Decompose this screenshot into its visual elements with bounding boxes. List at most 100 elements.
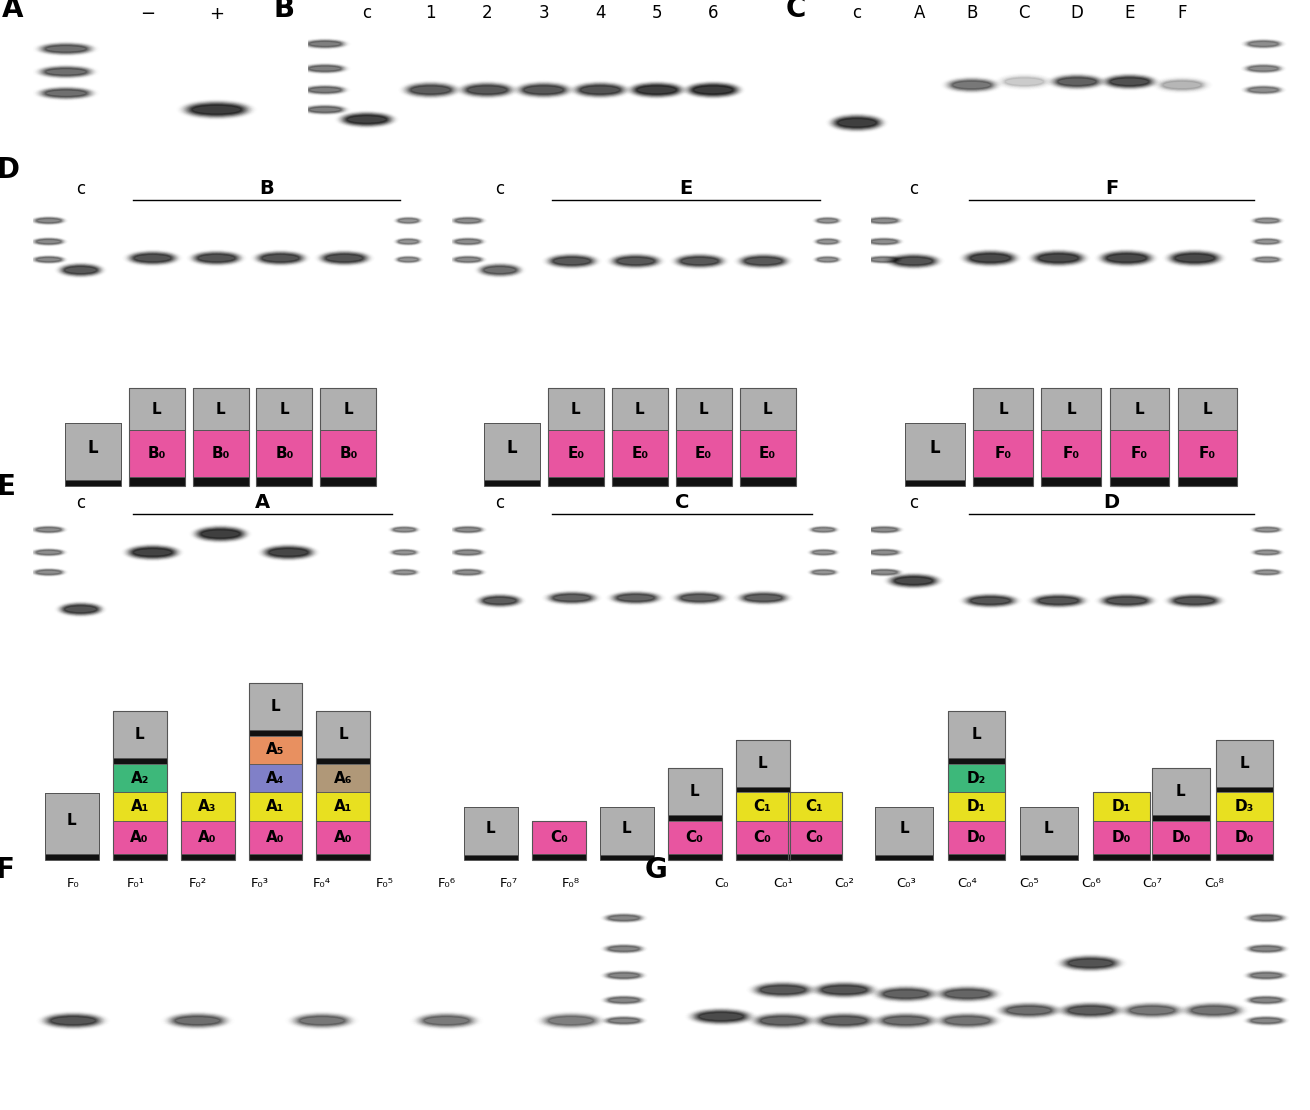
Bar <box>193 388 249 486</box>
Ellipse shape <box>1065 958 1116 968</box>
Ellipse shape <box>696 1011 747 1022</box>
Text: L: L <box>972 727 981 743</box>
Ellipse shape <box>685 82 740 98</box>
Ellipse shape <box>189 104 245 115</box>
Ellipse shape <box>617 258 655 265</box>
Ellipse shape <box>453 239 482 244</box>
Ellipse shape <box>266 547 310 557</box>
Ellipse shape <box>757 985 808 996</box>
Text: F: F <box>1106 179 1119 198</box>
Bar <box>787 855 841 860</box>
Bar <box>668 821 722 855</box>
Text: B: B <box>274 0 295 22</box>
Bar <box>181 793 234 860</box>
Ellipse shape <box>951 80 993 90</box>
Ellipse shape <box>574 83 626 97</box>
Ellipse shape <box>194 253 238 263</box>
Ellipse shape <box>293 1015 350 1027</box>
Ellipse shape <box>891 575 937 586</box>
Bar <box>1153 768 1209 860</box>
Text: L: L <box>1176 784 1186 799</box>
Ellipse shape <box>870 239 899 244</box>
Ellipse shape <box>35 256 63 262</box>
Ellipse shape <box>614 256 656 266</box>
Text: C₀: C₀ <box>753 830 772 845</box>
Text: L: L <box>762 402 773 416</box>
Text: B₀: B₀ <box>339 446 358 462</box>
Ellipse shape <box>63 605 98 614</box>
Bar <box>113 793 166 821</box>
Ellipse shape <box>883 989 929 998</box>
Ellipse shape <box>617 595 654 602</box>
Ellipse shape <box>397 258 419 262</box>
Ellipse shape <box>47 1016 100 1026</box>
Ellipse shape <box>483 597 516 604</box>
Ellipse shape <box>42 44 90 53</box>
Text: L: L <box>279 402 290 416</box>
Text: C₀³: C₀³ <box>896 877 916 890</box>
Ellipse shape <box>35 569 63 575</box>
Text: D₁: D₁ <box>967 799 986 814</box>
Ellipse shape <box>870 256 899 262</box>
Ellipse shape <box>1186 1005 1242 1017</box>
Text: B₀: B₀ <box>148 446 166 462</box>
Ellipse shape <box>46 69 86 75</box>
Ellipse shape <box>613 255 659 266</box>
Bar <box>676 431 731 477</box>
Ellipse shape <box>1255 219 1279 223</box>
Ellipse shape <box>1255 571 1279 574</box>
Ellipse shape <box>889 255 938 268</box>
Ellipse shape <box>1128 1006 1176 1016</box>
Text: G: G <box>645 857 667 885</box>
Ellipse shape <box>1104 75 1154 88</box>
Ellipse shape <box>455 527 482 532</box>
Text: F₀³: F₀³ <box>252 877 269 890</box>
Text: +: + <box>210 6 224 23</box>
Text: c: c <box>76 180 85 198</box>
Ellipse shape <box>296 1016 348 1026</box>
Bar <box>257 477 313 486</box>
Ellipse shape <box>127 546 178 558</box>
Bar <box>668 815 722 821</box>
Ellipse shape <box>1106 597 1148 605</box>
Ellipse shape <box>744 258 783 265</box>
Ellipse shape <box>42 44 89 53</box>
Ellipse shape <box>128 252 177 264</box>
Ellipse shape <box>309 41 341 47</box>
Ellipse shape <box>1125 1005 1179 1016</box>
Bar <box>612 388 668 486</box>
Text: A₃: A₃ <box>198 799 216 814</box>
Ellipse shape <box>309 88 341 92</box>
Ellipse shape <box>608 916 639 920</box>
Ellipse shape <box>617 594 655 602</box>
Ellipse shape <box>1038 253 1079 263</box>
Ellipse shape <box>812 551 834 554</box>
Ellipse shape <box>393 569 417 575</box>
Ellipse shape <box>964 251 1017 265</box>
Bar <box>464 855 517 860</box>
Ellipse shape <box>1055 77 1099 87</box>
Ellipse shape <box>817 240 837 243</box>
Ellipse shape <box>688 83 739 97</box>
Ellipse shape <box>341 113 393 125</box>
Ellipse shape <box>1170 595 1220 606</box>
Ellipse shape <box>455 569 481 575</box>
Ellipse shape <box>308 41 342 47</box>
Ellipse shape <box>879 988 933 1000</box>
Ellipse shape <box>817 1015 871 1027</box>
Ellipse shape <box>941 1015 994 1027</box>
Ellipse shape <box>307 107 343 113</box>
Ellipse shape <box>637 85 677 94</box>
Ellipse shape <box>1035 252 1082 264</box>
Ellipse shape <box>680 256 720 265</box>
Bar <box>249 855 303 860</box>
Bar <box>905 423 964 486</box>
Ellipse shape <box>1104 75 1155 89</box>
Ellipse shape <box>740 255 787 268</box>
Bar <box>64 423 121 486</box>
Text: C: C <box>1019 3 1030 21</box>
Ellipse shape <box>1250 972 1282 978</box>
Text: E: E <box>1124 3 1134 21</box>
Ellipse shape <box>482 597 517 605</box>
Ellipse shape <box>579 85 622 94</box>
